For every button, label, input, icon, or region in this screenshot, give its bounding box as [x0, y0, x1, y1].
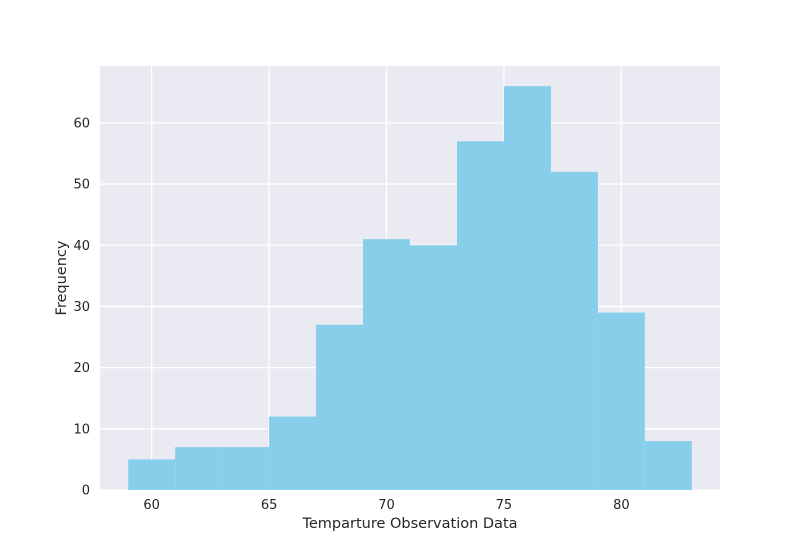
histogram-bar	[175, 447, 223, 490]
y-tick-label: 60	[73, 116, 90, 131]
histogram-bar	[503, 86, 551, 490]
y-tick-label: 20	[73, 361, 90, 376]
histogram-bar	[597, 312, 645, 490]
x-tick-label: 60	[143, 498, 160, 513]
histogram-bar	[128, 459, 176, 490]
histogram-bar	[222, 447, 270, 490]
y-axis-label: Frequency	[54, 240, 70, 315]
y-tick-label: 0	[82, 484, 90, 499]
histogram-bar	[269, 416, 317, 490]
y-tick-label: 10	[73, 422, 90, 437]
x-tick-label: 80	[613, 498, 630, 513]
histogram-bar	[410, 245, 457, 490]
histogram-bars	[128, 86, 692, 490]
histogram-bar	[363, 239, 410, 490]
y-axis-ticks: 0 10 20 30 40 50 60	[73, 116, 90, 498]
x-axis-label: Temparture Observation Data	[301, 516, 517, 532]
x-axis-ticks: 60 65 70 75 80	[143, 498, 629, 513]
x-tick-label: 70	[378, 498, 395, 513]
histogram-bar	[644, 441, 692, 490]
y-tick-label: 30	[73, 300, 90, 315]
histogram-bar	[456, 141, 504, 490]
histogram-bar	[550, 171, 598, 490]
x-tick-label: 75	[496, 498, 513, 513]
histogram-bar	[316, 324, 364, 490]
y-tick-label: 40	[73, 239, 90, 254]
x-tick-label: 65	[261, 498, 278, 513]
y-tick-label: 50	[73, 178, 90, 193]
